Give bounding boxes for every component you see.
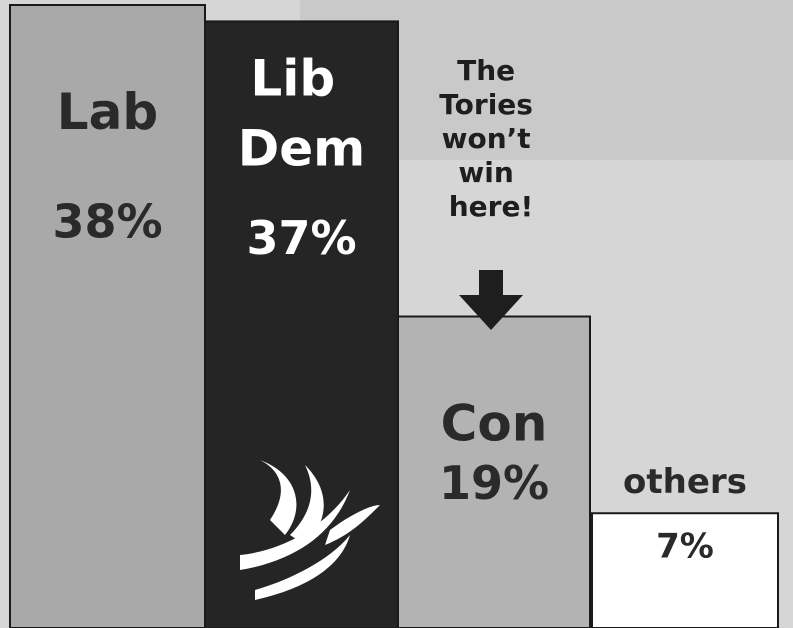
value-label: 37% [246,211,356,265]
bar [591,512,779,628]
logo-part [325,505,380,545]
value-label: 7% [656,527,714,567]
logo [240,460,380,600]
bar [9,4,206,628]
value-label: 38% [52,195,162,249]
value-label: 19% [439,456,549,510]
logo-part [290,465,324,545]
logo-part [240,490,350,570]
category-label: Con [441,394,548,452]
logo-part [260,460,297,535]
logo-part [255,535,350,600]
annotation: The Tories won’t win here! [439,54,542,223]
arrow [459,270,523,330]
bar [397,315,591,628]
category-label: others [623,462,747,502]
category-label: Lib Dem [238,49,366,177]
category-label: Lab [57,83,158,141]
